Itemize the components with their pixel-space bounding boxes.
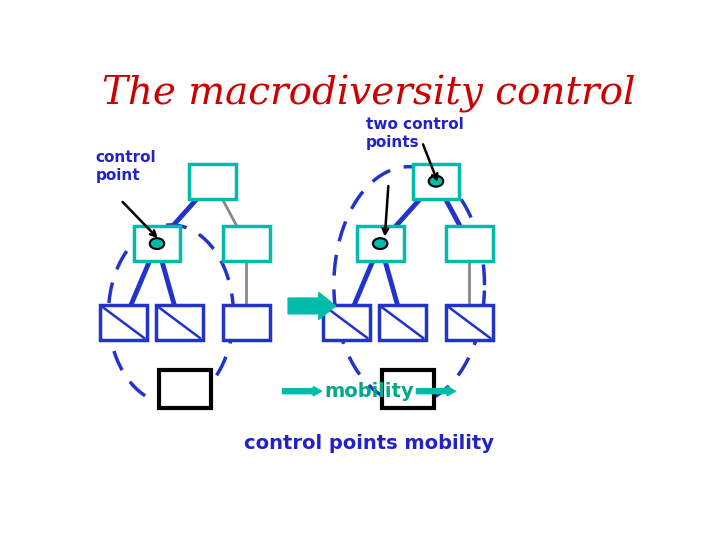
Bar bbox=[159, 370, 211, 408]
Text: mobility: mobility bbox=[324, 382, 414, 401]
FancyArrow shape bbox=[282, 387, 322, 396]
Bar bbox=[446, 226, 493, 261]
Bar bbox=[356, 226, 404, 261]
FancyArrow shape bbox=[288, 293, 336, 320]
FancyArrow shape bbox=[416, 387, 456, 396]
Bar bbox=[100, 305, 147, 340]
Bar bbox=[382, 370, 434, 408]
Circle shape bbox=[428, 176, 444, 187]
Bar bbox=[156, 305, 203, 340]
Bar bbox=[133, 226, 181, 261]
Bar bbox=[222, 226, 270, 261]
Bar bbox=[379, 305, 426, 340]
Bar bbox=[446, 305, 493, 340]
Text: two control
points: two control points bbox=[366, 117, 464, 150]
Text: control points mobility: control points mobility bbox=[244, 434, 494, 453]
Circle shape bbox=[150, 238, 164, 249]
Text: The macrodiversity control: The macrodiversity control bbox=[102, 75, 636, 113]
Text: control
point: control point bbox=[96, 151, 156, 183]
Bar bbox=[413, 164, 459, 199]
Bar bbox=[323, 305, 370, 340]
Circle shape bbox=[373, 238, 387, 249]
Bar bbox=[222, 305, 270, 340]
Bar bbox=[189, 164, 236, 199]
